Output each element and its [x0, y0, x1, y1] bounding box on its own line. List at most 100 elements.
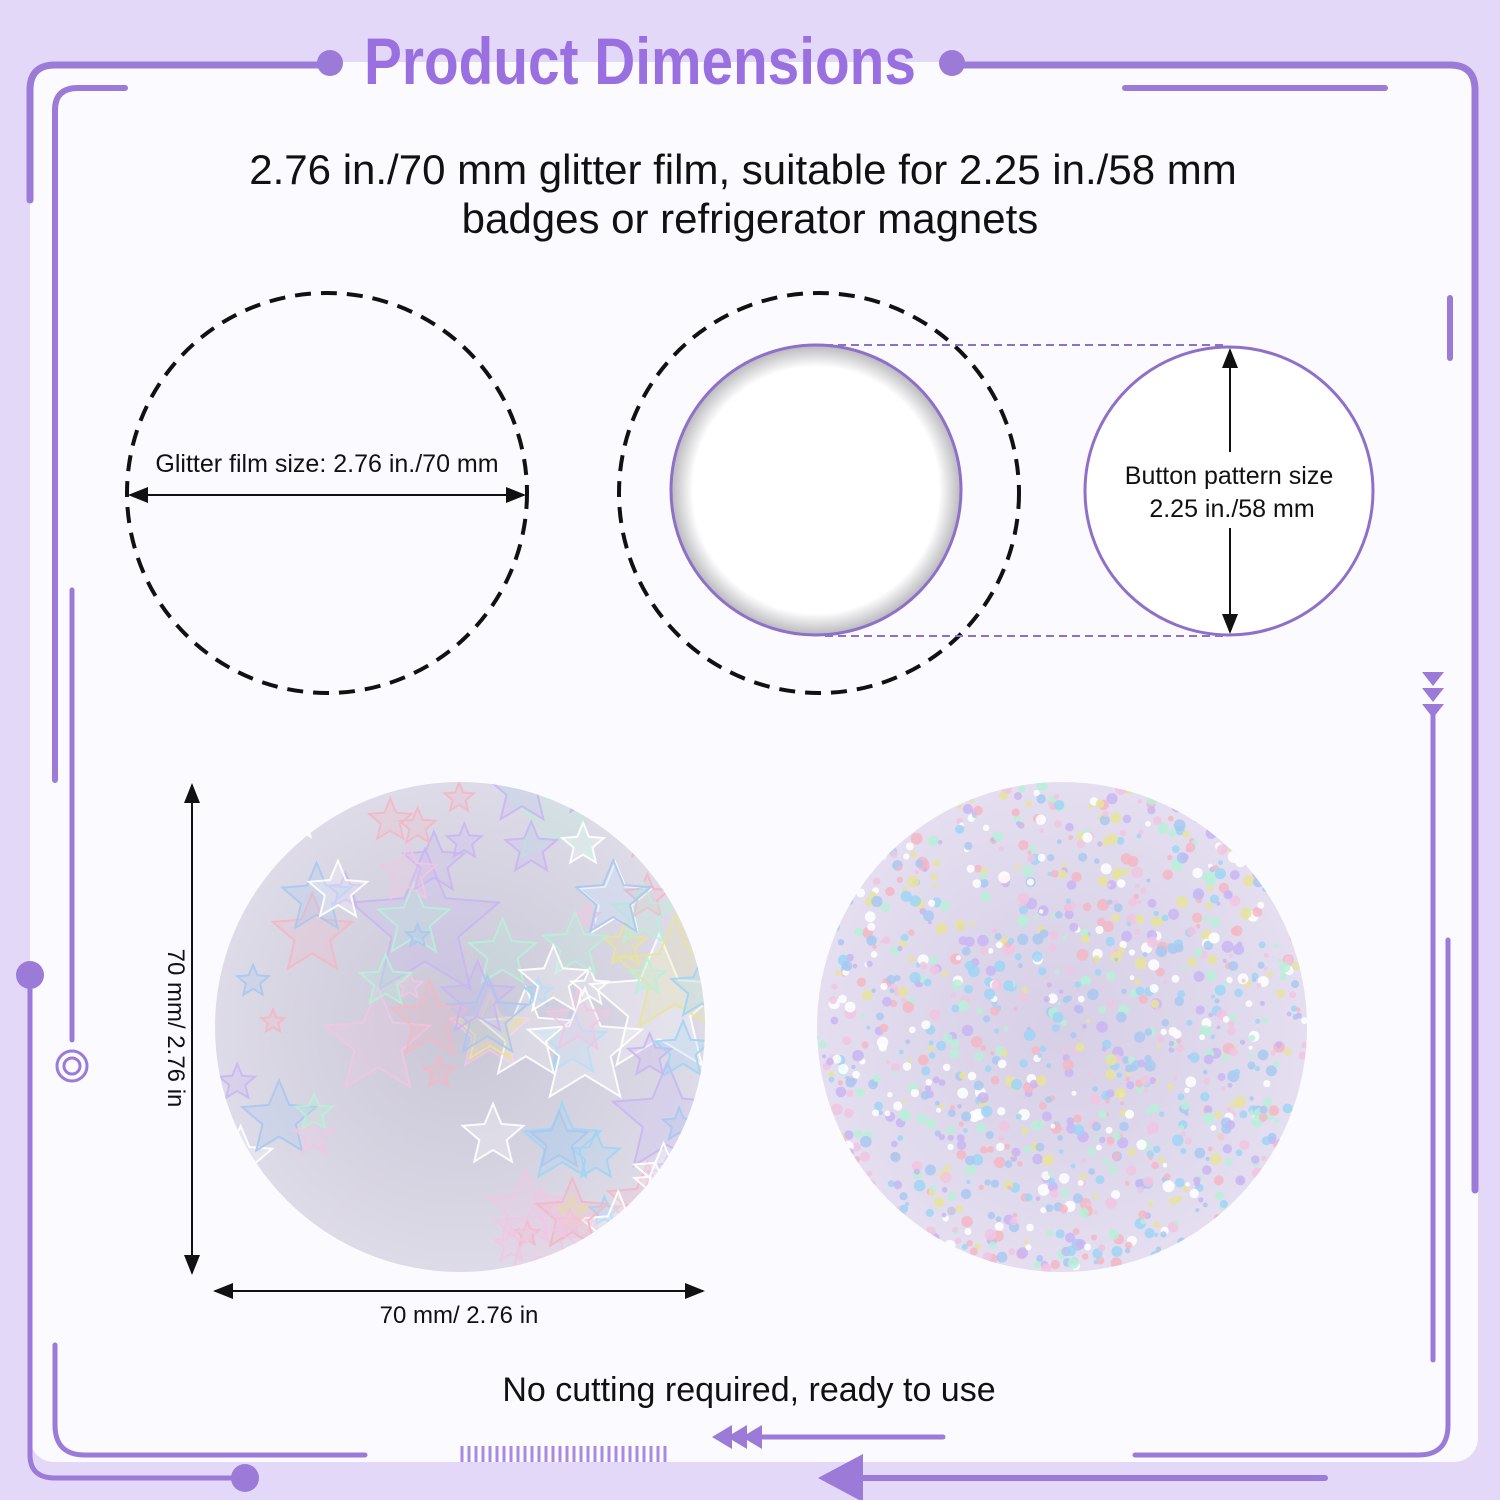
glitter-dot [1124, 1109, 1135, 1119]
glitter-dot [1140, 1075, 1151, 1086]
glitter-dot [1038, 909, 1044, 914]
glitter-dot [1058, 869, 1067, 879]
glitter-dot [932, 883, 938, 888]
star-decoration [403, 921, 432, 949]
glitter-dot [866, 1025, 871, 1030]
glitter-dot [995, 941, 1003, 949]
glitter-dot [1229, 870, 1240, 880]
glitter-dot [1273, 943, 1279, 948]
glitter-dot [1009, 1217, 1018, 1226]
star-decoration [484, 1167, 565, 1244]
glitter-dot [1102, 810, 1109, 818]
glitter-dot [1162, 980, 1168, 985]
glitter-dot [1058, 1149, 1064, 1154]
glitter-dot [1107, 883, 1112, 888]
glitter-dot [902, 1001, 915, 1013]
glitter-dot [920, 1091, 930, 1100]
glitter-dot [864, 897, 874, 907]
glitter-dot [832, 1054, 842, 1064]
glitter-dot [1155, 1246, 1162, 1252]
glitter-dot [991, 979, 1003, 991]
glitter-dot [1192, 867, 1203, 879]
glitter-dot [967, 1071, 977, 1081]
glitter-dot [1149, 1077, 1157, 1085]
star-decoration [625, 1030, 674, 1077]
glitter-dot [884, 1110, 891, 1117]
glitter-dot [933, 1196, 945, 1208]
star-decoration [388, 977, 471, 1056]
glitter-dot [1239, 1139, 1250, 1151]
glitter-dot [1021, 1127, 1029, 1135]
glitter-dot [961, 1024, 974, 1037]
glitter-dot [1283, 1048, 1292, 1056]
glitter-dot [903, 853, 910, 860]
glitter-dot [1186, 1019, 1193, 1026]
glitter-dot [1048, 930, 1059, 940]
star-decoration [503, 818, 560, 873]
glitter-dot [970, 1036, 983, 1048]
glitter-dot [969, 1247, 978, 1256]
glitter-dot [1050, 870, 1059, 878]
glitter-dot [949, 1038, 960, 1049]
glitter-dot [1055, 1229, 1065, 1239]
glitter-dot [1225, 1120, 1236, 1130]
glitter-dot [1136, 833, 1142, 839]
glitter-dot [1134, 883, 1140, 889]
glitter-dot [1036, 1255, 1044, 1262]
glitter-dot [956, 1149, 967, 1160]
glitter-dot [1174, 996, 1184, 1007]
glitter-dot [916, 1113, 928, 1125]
glitter-dot [1229, 1101, 1236, 1108]
glitter-dot [1125, 1241, 1133, 1249]
glitter-dot [1147, 806, 1156, 815]
glitter-dot [979, 946, 989, 956]
glitter-dot [1125, 1247, 1131, 1254]
glitter-dot [1245, 1000, 1253, 1007]
glitter-dot [1172, 1076, 1178, 1081]
glitter-dot [852, 1070, 860, 1079]
glitter-dot [1217, 1073, 1226, 1081]
glitter-dot [908, 1026, 916, 1034]
glitter-dot [880, 982, 888, 991]
glitter-dot [1208, 1012, 1213, 1018]
glitter-dot [1080, 975, 1092, 986]
glitter-dot [1173, 819, 1186, 832]
glitter-dot [1145, 821, 1151, 827]
glitter-dot [1094, 858, 1100, 864]
glitter-dot [1128, 949, 1136, 956]
glitter-dot [1035, 814, 1047, 825]
glitter-dot [1004, 1160, 1013, 1168]
glitter-dot [943, 1033, 953, 1043]
glitter-dot [997, 1107, 1006, 1116]
glitter-dot [899, 940, 907, 948]
glitter-dot [1021, 987, 1028, 994]
glitter-dot [1248, 1045, 1253, 1050]
glitter-dot [1047, 854, 1055, 862]
glitter-dot [1204, 1105, 1213, 1114]
glitter-dot [1047, 1170, 1054, 1177]
glitter-dot [1292, 1014, 1299, 1020]
glitter-dot [1096, 1144, 1102, 1151]
intro-line: 2.76 in./70 mm glitter film, suitable fo… [249, 146, 1236, 193]
glitter-dot [966, 864, 975, 873]
glitter-dot [1041, 1263, 1052, 1272]
glitter-dot [964, 984, 974, 994]
glitter-dot [1031, 1045, 1041, 1055]
glitter-dot [905, 842, 914, 851]
glitter-dot [1249, 1096, 1254, 1101]
glitter-dot [933, 859, 941, 867]
glitter-dot [1205, 970, 1217, 981]
glitter-dot [1105, 1069, 1116, 1080]
glitter-dot [1069, 922, 1079, 932]
star-decoration [292, 1112, 337, 1156]
glitter-dot [1052, 1011, 1064, 1023]
glitter-dot [961, 1215, 973, 1228]
glitter-dot [982, 1252, 993, 1262]
star-decoration [573, 857, 653, 934]
glitter-dot [913, 1168, 920, 1175]
glitter-dot [985, 1131, 994, 1139]
glitter-dot [1033, 789, 1040, 797]
glitter-dot [1076, 839, 1086, 848]
